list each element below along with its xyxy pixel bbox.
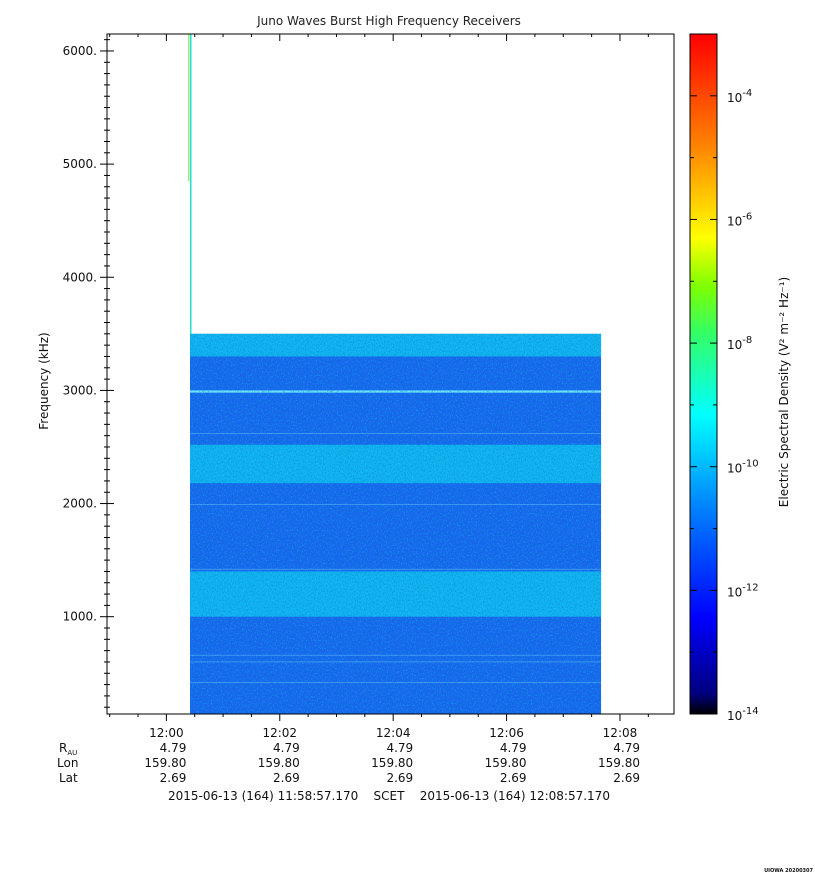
spectrogram-data (188, 34, 602, 714)
y-tick-label: 4000. (63, 270, 97, 284)
colorbar-label: Electric Spectral Density (V² m⁻² Hz⁻¹) (777, 277, 791, 507)
colorbar-ticks: 10-14 10-12 10-10 10-8 10-6 10-4 (690, 33, 759, 723)
ephem-lat-value: 2.69 (273, 771, 300, 785)
y-axis: 1000. 2000. 3000. 4000. 5000. 6000. (63, 39, 114, 708)
ephem-lon-value: 159.80 (485, 756, 527, 770)
ephemeris-table: RAU Lon Lat 4.79159.802.694.79159.802.69… (57, 741, 640, 785)
chart-title: Juno Waves Burst High Frequency Receiver… (256, 14, 521, 28)
colorbar-gradient (689, 33, 718, 715)
ephem-lon-value: 159.80 (144, 756, 186, 770)
ephem-lon-value: 159.80 (258, 756, 300, 770)
y-tick-label: 3000. (63, 383, 97, 397)
colorbar-tick-label: 10-12 (727, 582, 759, 599)
colorbar-tick-label: 10-4 (727, 88, 752, 105)
plot-frame (106, 33, 675, 715)
ephem-label-r: RAU (59, 741, 77, 757)
ephem-r-value: 4.79 (500, 741, 527, 755)
spectrogram-noise-light (189, 333, 602, 714)
ephem-label-lat: Lat (59, 771, 78, 785)
y-tick-label: 5000. (63, 157, 97, 171)
y-axis-label: Frequency (kHz) (37, 332, 51, 429)
x-tick-label: 12:06 (489, 726, 524, 740)
y-tick-label: 6000. (63, 44, 97, 58)
y-tick-label: 2000. (63, 497, 97, 511)
ephem-r-value: 4.79 (160, 741, 187, 755)
colorbar: 10-14 10-12 10-10 10-8 10-6 10-4 Electric Spe… (689, 33, 791, 723)
ephem-lat-value: 2.69 (386, 771, 413, 785)
colorbar-tick-label: 10-10 (727, 459, 759, 476)
ephem-lat-value: 2.69 (613, 771, 640, 785)
y-tick-label: 1000. (63, 610, 97, 624)
x-axis: 12:00 12:02 12:04 12:06 12:08 (109, 34, 649, 740)
ephem-r-value: 4.79 (613, 741, 640, 755)
colorbar-tick-label: 10-8 (727, 335, 752, 352)
colorbar-tick-label: 10-6 (727, 211, 752, 228)
ephem-label-lon: Lon (57, 756, 78, 770)
x-tick-label: 12:08 (603, 726, 638, 740)
ephem-lat-value: 2.69 (500, 771, 527, 785)
ephem-r-value: 4.79 (386, 741, 413, 755)
colorbar-tick-label: 10-14 (727, 706, 759, 723)
time-range-caption: 2015-06-13 (164) 11:58:57.170 SCET 2015-… (168, 789, 610, 803)
x-tick-label: 12:00 (149, 726, 184, 740)
x-tick-label: 12:02 (262, 726, 297, 740)
ephem-lat-value: 2.69 (160, 771, 187, 785)
uiowa-stamp: UIOWA 20200307 (764, 868, 813, 874)
ephem-lon-value: 159.80 (371, 756, 413, 770)
x-tick-label: 12:04 (376, 726, 411, 740)
ephem-r-value: 4.79 (273, 741, 300, 755)
ephem-lon-value: 159.80 (598, 756, 640, 770)
narrow-column-cyan (189, 34, 192, 334)
narrow-column-green (188, 34, 190, 182)
